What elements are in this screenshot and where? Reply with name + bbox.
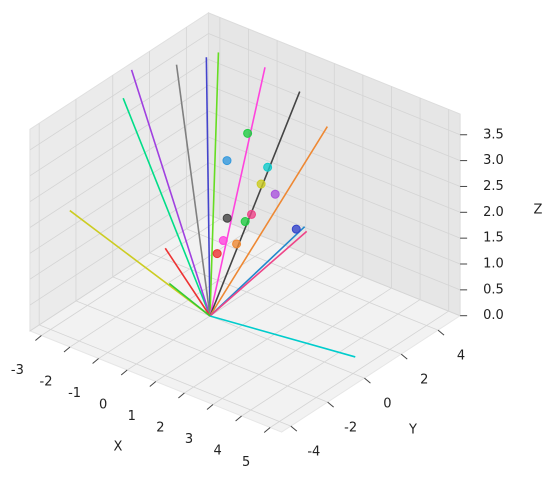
grid-line bbox=[155, 264, 335, 382]
y-tick-label: -4 bbox=[307, 445, 320, 460]
grid-line bbox=[208, 84, 461, 187]
x-tick-label: -3 bbox=[11, 363, 24, 378]
x-tick-label: 1 bbox=[128, 409, 136, 424]
x-axis-label: X bbox=[114, 440, 123, 455]
line-segment bbox=[209, 91, 301, 317]
grid-line bbox=[208, 59, 461, 161]
grid-line bbox=[29, 214, 209, 332]
scatter-point bbox=[247, 209, 256, 219]
line-segment bbox=[168, 282, 211, 317]
grid-line bbox=[41, 218, 221, 336]
scatter-point bbox=[222, 156, 232, 166]
z-tick-label: 0.0 bbox=[483, 308, 504, 323]
grid-line bbox=[241, 299, 421, 417]
line-segment bbox=[130, 69, 211, 317]
scatter-point bbox=[212, 249, 222, 259]
x-tick-mark bbox=[178, 392, 185, 399]
scatter-point bbox=[263, 162, 273, 172]
line-segment bbox=[164, 247, 211, 317]
labels: -3 -2 -1 0 1 2 3 4 5 -4 -2 0 2 4 0.0 0.5 1.0 1.5 2.0 2.5 3.0… bbox=[11, 127, 504, 470]
line-segment bbox=[175, 64, 211, 317]
z-tick-label: 2.5 bbox=[483, 179, 504, 194]
grid-line bbox=[208, 136, 461, 239]
x-tick-mark bbox=[35, 335, 42, 341]
scatter-point bbox=[270, 189, 280, 199]
x-tick-mark bbox=[235, 415, 242, 422]
scatter-point bbox=[256, 179, 266, 189]
z-tick-label: 2.0 bbox=[483, 205, 504, 220]
grid-line bbox=[184, 276, 364, 394]
grid-line bbox=[208, 188, 461, 291]
grid-line bbox=[269, 310, 449, 428]
grid-line bbox=[126, 253, 306, 371]
y-tick-mark bbox=[327, 401, 334, 408]
grid-line bbox=[29, 162, 209, 280]
grid-line bbox=[208, 162, 461, 265]
scatter-point bbox=[232, 239, 242, 249]
grid-line bbox=[212, 287, 392, 405]
grid-line bbox=[186, 228, 439, 331]
grid-line bbox=[208, 110, 461, 213]
x-tick-mark bbox=[263, 427, 271, 433]
z-tick-label: 0.5 bbox=[483, 282, 504, 297]
line-segment bbox=[69, 209, 211, 317]
line-segment bbox=[209, 52, 220, 317]
x-tick-label: 2 bbox=[156, 421, 164, 436]
x-tick-label: -2 bbox=[40, 375, 53, 390]
y-tick-mark bbox=[364, 377, 371, 384]
line-segment bbox=[209, 230, 308, 317]
scatter-point bbox=[222, 213, 232, 223]
x-tick-label: 4 bbox=[213, 444, 221, 459]
marks bbox=[69, 52, 356, 358]
y-tick-mark bbox=[400, 353, 408, 360]
scatter-point bbox=[243, 128, 253, 138]
y-tick-label: 2 bbox=[420, 373, 428, 388]
grid-line bbox=[29, 136, 209, 254]
x-tick-mark bbox=[149, 381, 157, 387]
grid-line bbox=[208, 214, 461, 317]
grid-line bbox=[75, 300, 328, 403]
z-tick-label: 1.5 bbox=[483, 231, 504, 246]
grid-line bbox=[39, 324, 291, 427]
z-tick-label: 1.0 bbox=[483, 257, 504, 272]
x-tick-mark bbox=[206, 404, 214, 410]
y-tick-label: 4 bbox=[457, 349, 465, 364]
z-axis-label: Z bbox=[534, 203, 543, 218]
x-tick-label: -1 bbox=[68, 386, 81, 401]
x-tick-label: 0 bbox=[99, 398, 107, 413]
x-tick-label: 3 bbox=[185, 432, 193, 447]
y-axis-label: Y bbox=[408, 423, 417, 438]
grid-line bbox=[112, 276, 365, 379]
x-tick-mark bbox=[120, 369, 128, 376]
x-tick-label: 5 bbox=[242, 455, 250, 470]
line-segment bbox=[209, 226, 306, 317]
line-segment bbox=[209, 67, 266, 317]
grid-line bbox=[29, 33, 209, 151]
z-tick-label: 3.0 bbox=[483, 153, 504, 168]
x-tick-mark bbox=[92, 358, 99, 364]
line-segment bbox=[122, 97, 211, 317]
z-tick-label: 3.5 bbox=[483, 127, 504, 142]
scatter-point bbox=[218, 236, 228, 246]
scatter-point bbox=[291, 224, 301, 234]
grid-line bbox=[29, 110, 209, 228]
line-segment bbox=[209, 126, 329, 317]
y-tick-label: -2 bbox=[344, 421, 357, 436]
line-segment bbox=[205, 57, 211, 317]
y-tick-label: 0 bbox=[383, 397, 391, 412]
y-tick-mark bbox=[290, 425, 298, 432]
grid-line bbox=[29, 84, 209, 202]
y-tick-mark bbox=[437, 329, 445, 336]
x-tick-mark bbox=[63, 346, 71, 353]
line-segment bbox=[209, 315, 356, 358]
grid-line bbox=[208, 33, 461, 136]
scatter-point bbox=[240, 217, 250, 227]
